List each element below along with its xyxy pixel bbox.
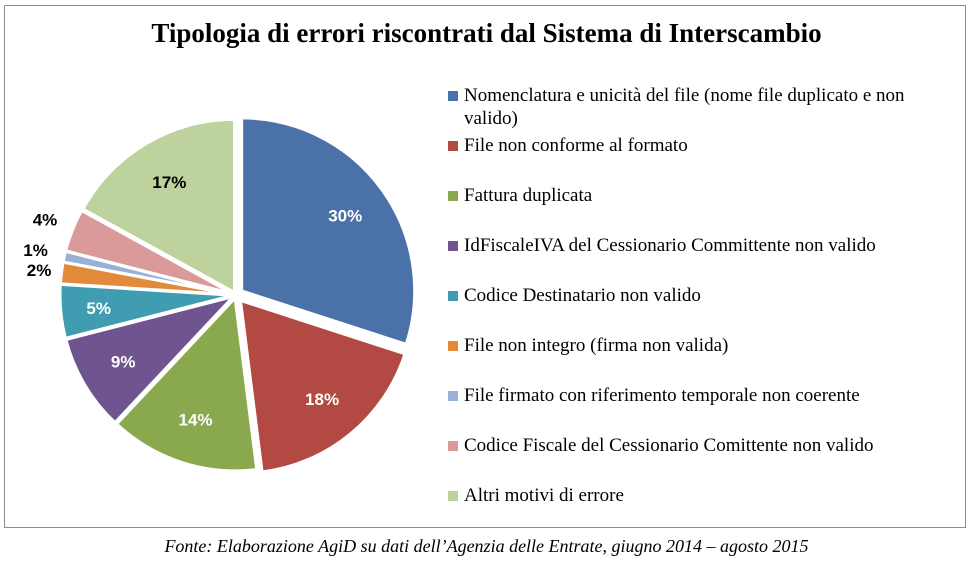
legend-label: File non conforme al formato — [464, 135, 688, 156]
slice-data-label: 17% — [152, 173, 186, 192]
legend-swatch — [448, 441, 458, 451]
pie-slice — [63, 208, 234, 296]
legend-swatch — [448, 341, 458, 351]
legend-item: IdFiscaleIVA del Cessionario Committente… — [448, 234, 958, 257]
legend-item: File non integro (firma non valida) — [448, 334, 958, 357]
legend-label: Codice Destinatario non valido — [464, 285, 701, 306]
slice-data-label: 2% — [27, 261, 52, 280]
source-note: Fonte: Elaborazione AgiD su dati dell’Ag… — [164, 536, 809, 556]
legend-item: Fattura duplicata — [448, 184, 958, 207]
pie-slice — [64, 293, 239, 425]
legend-item: Nomenclatura e unicità del file (nome fi… — [448, 84, 958, 130]
legend-swatch — [448, 491, 458, 501]
pie-slice — [80, 117, 236, 295]
legend-item: File non conforme al formato — [448, 134, 958, 157]
legend-swatch — [448, 291, 458, 301]
slice-data-label: 1% — [23, 241, 48, 260]
legend-label: File non integro (firma non valida) — [464, 335, 729, 356]
slice-data-label: 18% — [305, 390, 339, 409]
slice-data-label: 14% — [178, 411, 212, 430]
legend-item: Altri motivi di errore — [448, 484, 958, 507]
slice-data-label: 30% — [328, 207, 362, 226]
legend-label: Fattura duplicata — [464, 185, 593, 206]
chart-title: Tipologia di errori riscontrati dal Sist… — [151, 18, 822, 48]
legend-item: Codice Destinatario non valido — [448, 284, 958, 307]
legend-label: File firmato con riferimento temporale n… — [464, 385, 860, 406]
legend-label: Nomenclatura e unicità del file (nome fi… — [464, 85, 905, 129]
legend-label: IdFiscaleIVA del Cessionario Committente… — [464, 235, 876, 256]
pie-slice — [238, 298, 407, 474]
legend-swatch — [448, 241, 458, 251]
legend-label: Codice Fiscale del Cessionario Comittent… — [464, 435, 874, 456]
slice-data-label: 9% — [111, 353, 136, 372]
chart-frame — [4, 5, 966, 528]
pie-slice — [240, 116, 417, 347]
legend-item: File firmato con riferimento temporale n… — [448, 384, 958, 407]
slice-data-label: 5% — [86, 299, 111, 318]
legend-item: Codice Fiscale del Cessionario Comittent… — [448, 434, 958, 457]
legend-swatch — [448, 91, 458, 101]
legend-label: Altri motivi di errore — [464, 485, 624, 506]
pie-slice — [114, 294, 259, 473]
legend-swatch — [448, 141, 458, 151]
legend-swatch — [448, 191, 458, 201]
slice-data-label: 4% — [33, 210, 58, 229]
legend-swatch — [448, 391, 458, 401]
